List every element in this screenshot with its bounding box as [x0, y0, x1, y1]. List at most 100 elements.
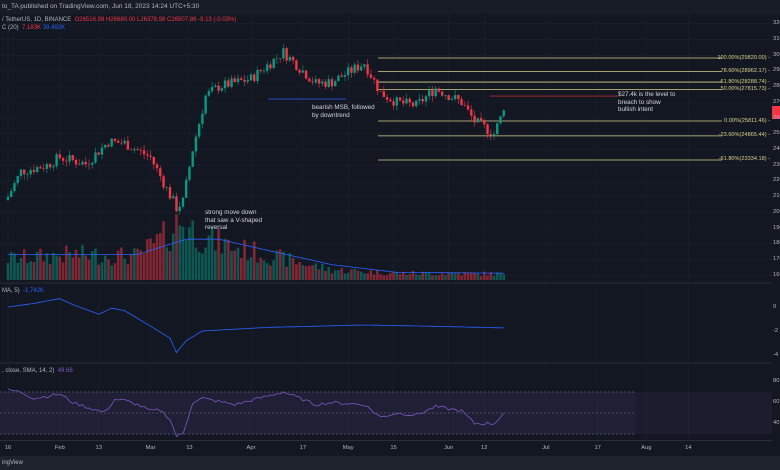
- volume-bar: [165, 247, 169, 280]
- candle: [337, 75, 340, 82]
- header-title: to_TA published on TradingView.com, Jun …: [2, 3, 200, 10]
- volume-bar: [466, 272, 470, 280]
- volume-bar: [39, 248, 42, 280]
- candle: [178, 206, 181, 212]
- volume-bar: [440, 273, 444, 280]
- candle: [324, 81, 327, 87]
- candle: [188, 166, 191, 180]
- candle: [126, 140, 130, 150]
- volume-bar: [94, 248, 97, 280]
- candle: [233, 78, 236, 83]
- candle: [463, 105, 467, 106]
- volume-bar: [259, 257, 263, 280]
- candle: [113, 138, 117, 141]
- candle: [236, 78, 240, 83]
- volume-bar: [220, 253, 224, 280]
- price-axis-label: 27000: [773, 98, 780, 105]
- candle: [330, 79, 334, 87]
- volume-bar: [116, 250, 120, 280]
- volume-bar: [181, 226, 185, 280]
- fib-label: 78.60%(28962.17) -: [720, 67, 770, 74]
- candle: [272, 58, 275, 69]
- time-axis-label: 17: [594, 445, 601, 451]
- candle: [172, 196, 175, 199]
- low-value: L26378.98: [137, 17, 166, 23]
- candle: [444, 95, 447, 96]
- candle: [78, 164, 81, 166]
- volume-bar: [42, 261, 45, 280]
- open-value: O26516.99: [74, 17, 105, 23]
- candle: [58, 154, 62, 159]
- volume-bar: [363, 273, 366, 280]
- volume-bar: [376, 269, 379, 280]
- candle: [259, 69, 262, 72]
- candle: [110, 138, 113, 147]
- candle: [136, 149, 139, 150]
- candle: [10, 191, 13, 197]
- volume-bar: [146, 239, 149, 280]
- candle: [48, 164, 52, 168]
- candle: [473, 115, 476, 123]
- volume-bar: [29, 261, 32, 280]
- candle: [19, 169, 23, 177]
- fib-retracement: [268, 57, 722, 161]
- volume-bar: [201, 253, 204, 280]
- volume-bar: [337, 270, 340, 280]
- time-axis-label: 13: [186, 445, 193, 451]
- volume-bar: [343, 273, 347, 280]
- candle: [230, 78, 233, 87]
- candle: [133, 149, 136, 151]
- candle: [94, 152, 97, 163]
- volume-bar: [191, 220, 194, 280]
- volume-bar: [431, 275, 434, 280]
- volume-bar: [168, 251, 172, 280]
- volume-label: C (20): [2, 25, 19, 31]
- volume-value: 7.183K: [22, 25, 42, 31]
- volume-bar: [90, 251, 94, 280]
- time-axis-label: 16: [4, 445, 12, 451]
- annotation-msb[interactable]: bearish MSB, followed by downtrend: [312, 104, 375, 119]
- volume-bar: [395, 272, 399, 280]
- volume-bar: [359, 271, 363, 280]
- candle: [343, 75, 347, 77]
- candle: [298, 69, 301, 73]
- candle: [129, 149, 133, 151]
- candle: [120, 142, 123, 144]
- candle: [385, 97, 389, 100]
- candle: [492, 134, 496, 136]
- volume-bar: [55, 255, 58, 280]
- annotation-vshape[interactable]: strong move down that saw a V-shaped rev…: [205, 209, 263, 232]
- candle: [321, 81, 324, 84]
- indicator1-label: MA, 5): [2, 288, 20, 294]
- volume-bar: [317, 269, 321, 280]
- volume-bar: [476, 273, 480, 280]
- volume-bar: [304, 266, 308, 280]
- volume-bar: [142, 253, 146, 280]
- volume-bar: [447, 273, 450, 280]
- price-axis-label: 18000: [773, 240, 780, 247]
- legend-volume: C (20) 7.183K 39.492K: [2, 24, 65, 32]
- legend-main: / TetherUS, 1D, BINANCE O26516.99 H26680…: [2, 16, 236, 24]
- candle: [191, 151, 194, 167]
- indicator1-value: -1.742K: [23, 288, 45, 294]
- volume-bar: [330, 273, 334, 280]
- volume-bar: [262, 260, 266, 280]
- candle: [168, 187, 172, 199]
- candle: [253, 74, 256, 82]
- volume-bar: [298, 261, 301, 280]
- candle: [434, 88, 437, 97]
- candle: [311, 81, 314, 83]
- volume-bar: [184, 240, 188, 280]
- volume-bar: [421, 271, 425, 280]
- volume-bar: [68, 251, 71, 280]
- candle: [194, 136, 198, 152]
- candle: [243, 79, 246, 82]
- time-axis-label: 13: [95, 445, 102, 451]
- annotation-level[interactable]: $27.4k is the level to breach to show bu…: [618, 91, 676, 114]
- symbol-label: / TetherUS, 1D, BINANCE: [2, 17, 72, 23]
- volume-bar: [285, 266, 288, 280]
- candle: [340, 75, 343, 77]
- candle: [282, 48, 285, 59]
- candle: [308, 78, 311, 82]
